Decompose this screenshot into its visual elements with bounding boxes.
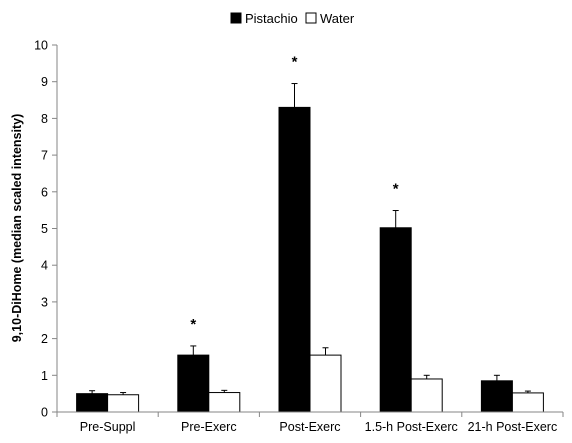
significance-markers: * * * [190, 54, 398, 333]
bar-pistachio-pre-exerc [177, 354, 210, 413]
y-tick-label: 6 [41, 185, 48, 199]
legend: Pistachio Water [230, 11, 355, 26]
significance-asterisk: * [292, 54, 298, 71]
x-tick-label-21-h-post-exerc: 21-h Post-Exerc [468, 420, 558, 434]
bars [76, 106, 544, 413]
x-tick-label-pre-exerc: Pre-Exerc [181, 420, 237, 434]
y-tick-label: 7 [41, 149, 48, 163]
bar-pistachio-1-5-h-post-exerc [379, 227, 412, 413]
bar-pistachio-21-h-post-exerc [480, 380, 513, 413]
y-axis-ticks: 0 1 2 3 4 5 6 7 8 9 10 [34, 39, 57, 420]
axes [56, 45, 564, 417]
bar-water-21-h-post-exerc [511, 392, 544, 413]
error-bars [89, 83, 531, 395]
x-tick-label-1-5-h-post-exerc: 1.5-h Post-Exerc [365, 420, 458, 434]
y-tick-label: 1 [41, 369, 48, 383]
significance-asterisk: * [393, 181, 399, 198]
x-tick-label-pre-suppl: Pre-Suppl [80, 420, 136, 434]
bar-pistachio-pre-suppl [76, 393, 109, 413]
y-tick-label: 8 [41, 112, 48, 126]
bar-water-1-5-h-post-exerc [410, 378, 443, 413]
bar-pistachio-post-exerc [278, 106, 311, 413]
legend-swatch-pistachio [230, 12, 242, 24]
y-tick-label: 2 [41, 332, 48, 346]
y-axis-label: 9,10-DiHome (median scaled intensity) [10, 114, 24, 343]
x-axis-labels: Pre-Suppl Pre-Exerc Post-Exerc 1.5-h Post-E… [80, 420, 557, 434]
legend-label-water: Water [320, 11, 355, 26]
x-tick-label-post-exerc: Post-Exerc [279, 420, 340, 434]
legend-swatch-water [305, 12, 317, 24]
y-tick-label: 9 [41, 75, 48, 89]
bar-water-post-exerc [309, 354, 342, 413]
y-tick-label: 0 [41, 406, 48, 420]
y-tick-label: 3 [41, 295, 48, 309]
significance-asterisk: * [190, 316, 196, 333]
y-tick-label: 10 [34, 39, 48, 53]
bar-water-pre-exerc [208, 392, 241, 413]
bar-water-pre-suppl [107, 394, 140, 413]
y-tick-label: 5 [41, 222, 48, 236]
legend-label-pistachio: Pistachio [245, 11, 298, 26]
y-tick-label: 4 [41, 259, 48, 273]
